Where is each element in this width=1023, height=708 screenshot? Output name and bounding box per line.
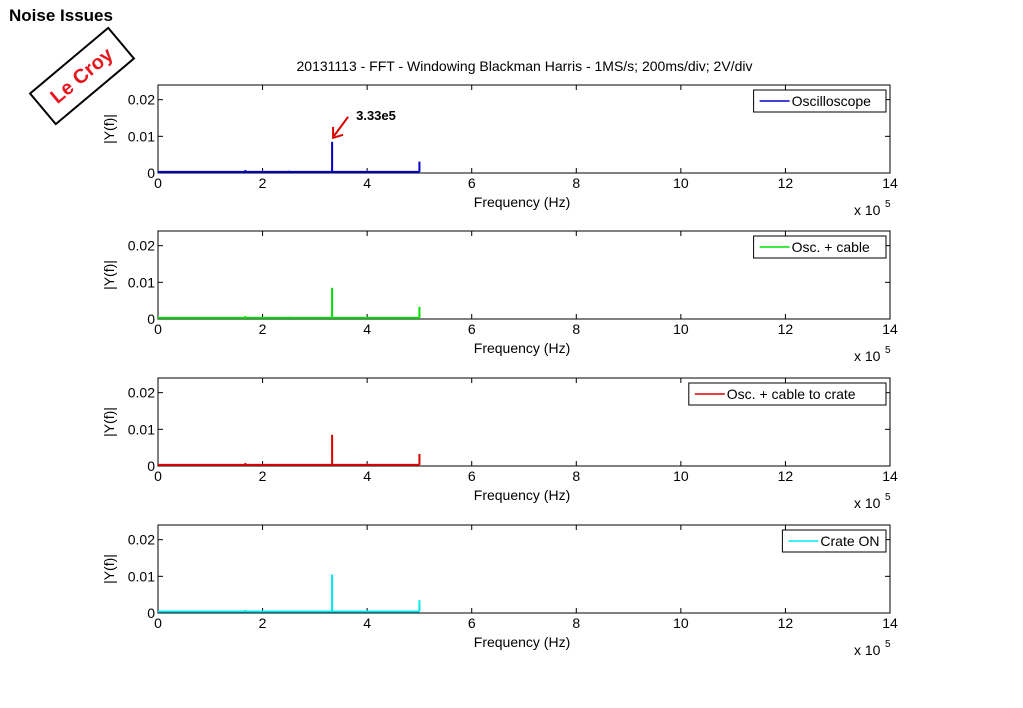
y-tick-label: 0 <box>147 311 155 327</box>
axes-box <box>157 524 891 614</box>
x-axis-label: Frequency (Hz) <box>474 194 570 210</box>
y-tick-label: 0.02 <box>128 385 155 401</box>
x-tick-label: 12 <box>778 321 794 337</box>
x-tick-label: 14 <box>882 175 898 191</box>
x-tick-label: 8 <box>572 321 580 337</box>
x-tick-label: 2 <box>259 175 267 191</box>
y-tick-label: 0.02 <box>128 532 155 548</box>
y-tick-label: 0 <box>147 458 155 474</box>
legend-entry: Osc. + cable <box>792 239 870 255</box>
x-multiplier-exponent: 5 <box>885 639 891 650</box>
x-tick-label: 10 <box>673 468 689 484</box>
subplot-2: 0 2 4 6 8 10 12 14 0 0.01 0.02 Frequency (Hz) |Y(f)|… <box>101 230 898 364</box>
x-tick-label: 6 <box>468 468 476 484</box>
x-tick-label: 0 <box>154 175 162 191</box>
slide-title: Noise Issues <box>9 6 113 25</box>
x-multiplier-label: x 10 <box>854 495 881 511</box>
x-tick-label: 14 <box>882 615 898 631</box>
x-tick-label: 0 <box>154 468 162 484</box>
x-multiplier-exponent: 5 <box>885 199 891 210</box>
x-multiplier-label: x 10 <box>854 202 881 218</box>
y-axis-label: |Y(f)| <box>101 554 117 584</box>
x-tick-label: 10 <box>673 175 689 191</box>
legend-box <box>753 89 887 113</box>
y-tick-label: 0.01 <box>128 274 155 290</box>
x-tick-label: 8 <box>572 615 580 631</box>
x-tick-label: 10 <box>673 615 689 631</box>
legend-entry: Crate ON <box>820 533 879 549</box>
x-tick-label: 6 <box>468 615 476 631</box>
axes-box <box>157 84 891 174</box>
x-axis-label: Frequency (Hz) <box>474 487 570 503</box>
y-axis-label: |Y(f)| <box>101 114 117 144</box>
x-tick-label: 4 <box>363 175 371 191</box>
y-tick-label: 0.01 <box>128 421 155 437</box>
y-tick-label: 0.02 <box>128 238 155 254</box>
y-tick-label: 0 <box>147 605 155 621</box>
x-tick-label: 10 <box>673 321 689 337</box>
chart-title: 20131113 - FFT - Windowing Blackman Harr… <box>296 58 753 74</box>
annotation-arrowhead <box>332 126 344 140</box>
annotation-arrow <box>333 116 349 137</box>
y-axis-label: |Y(f)| <box>101 260 117 290</box>
subplot-1: 0 2 4 6 8 10 12 14 0 0.01 0.02 Frequency (Hz) |Y(f)|… <box>101 84 898 218</box>
x-tick-label: 2 <box>259 321 267 337</box>
x-multiplier-label: x 10 <box>854 348 881 364</box>
x-tick-label: 12 <box>778 468 794 484</box>
x-multiplier-exponent: 5 <box>885 345 891 356</box>
x-tick-label: 4 <box>363 468 371 484</box>
x-tick-label: 2 <box>259 615 267 631</box>
x-tick-label: 12 <box>778 175 794 191</box>
legend-box <box>688 382 887 406</box>
x-tick-label: 6 <box>468 175 476 191</box>
y-tick-label: 0.01 <box>128 128 155 144</box>
axes-box <box>157 377 891 467</box>
subplot-4: 0 2 4 6 8 10 12 14 0 0.01 0.02 Frequency (Hz) |Y(f)|… <box>101 524 898 658</box>
x-tick-label: 8 <box>572 468 580 484</box>
legend-entry: Osc. + cable to crate <box>727 386 856 402</box>
x-tick-label: 4 <box>363 321 371 337</box>
y-tick-label: 0.02 <box>128 92 155 108</box>
x-tick-label: 12 <box>778 615 794 631</box>
y-tick-label: 0.01 <box>128 568 155 584</box>
x-tick-label: 14 <box>882 468 898 484</box>
axes-box <box>157 230 891 320</box>
legend-box <box>781 529 887 553</box>
x-tick-label: 0 <box>154 615 162 631</box>
x-tick-label: 6 <box>468 321 476 337</box>
x-axis-label: Frequency (Hz) <box>474 340 570 356</box>
legend-entry: Oscilloscope <box>792 93 872 109</box>
legend-box <box>753 235 887 259</box>
x-tick-label: 14 <box>882 321 898 337</box>
x-tick-label: 4 <box>363 615 371 631</box>
x-tick-label: 0 <box>154 321 162 337</box>
x-multiplier-label: x 10 <box>854 642 881 658</box>
subplot-3: 0 2 4 6 8 10 12 14 0 0.01 0.02 Frequency (Hz) |Y(f)|… <box>101 377 898 511</box>
x-tick-label: 2 <box>259 468 267 484</box>
x-multiplier-exponent: 5 <box>885 492 891 503</box>
y-axis-label: |Y(f)| <box>101 407 117 437</box>
annotation-text: 3.33e5 <box>356 108 396 123</box>
x-tick-label: 8 <box>572 175 580 191</box>
x-axis-label: Frequency (Hz) <box>474 634 570 650</box>
y-tick-label: 0 <box>147 165 155 181</box>
